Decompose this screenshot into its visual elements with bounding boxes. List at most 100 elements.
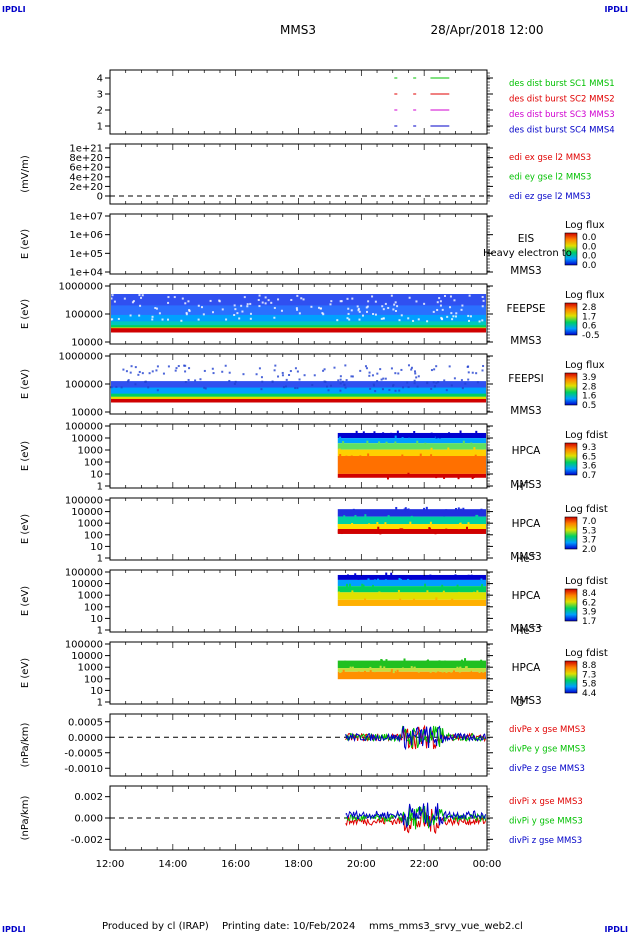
spectrogram-speckle xyxy=(355,430,358,434)
instrument-label: HPCA xyxy=(512,445,542,457)
spectrogram-speckle xyxy=(448,365,451,368)
spectrogram-speckle xyxy=(264,302,267,305)
spectrogram-speckle xyxy=(225,318,228,321)
spectrogram-speckle xyxy=(409,521,412,525)
spectrogram-speckle xyxy=(440,316,443,319)
spectrogram-speckle xyxy=(370,601,373,605)
spectrogram-speckle xyxy=(470,574,473,578)
spectrogram-speckle xyxy=(233,304,236,307)
spectrogram-speckle xyxy=(361,457,364,461)
y-tick-label: 1e+07 xyxy=(69,212,103,223)
spectrogram-speckle xyxy=(443,458,446,462)
spectrogram-speckle xyxy=(358,602,361,606)
spectrogram-speckle xyxy=(385,572,388,576)
spectrogram-speckle xyxy=(394,518,397,522)
spectrogram-speckle xyxy=(423,594,426,598)
spectrogram-speckle xyxy=(378,662,381,666)
spectrogram-speckle xyxy=(407,386,410,389)
spectrogram-speckle xyxy=(396,457,399,461)
spectrogram-speckle xyxy=(399,581,402,585)
spectrogram-speckle xyxy=(347,312,350,315)
spectrogram-speckle xyxy=(345,593,348,597)
colorbar xyxy=(564,442,578,476)
spectrogram-band xyxy=(111,325,486,328)
legend-entry: divPi y gse MMS3 xyxy=(509,817,583,827)
spectrogram-speckle xyxy=(249,317,252,320)
spectrogram-speckle xyxy=(246,305,249,308)
spectrogram-speckle xyxy=(296,294,299,297)
panel-burst-frame xyxy=(109,69,488,135)
divp-trace xyxy=(345,802,487,829)
spectrogram-speckle xyxy=(480,578,483,582)
spectrogram-speckle xyxy=(374,661,377,665)
spectrogram-speckle xyxy=(429,521,432,525)
x-tick-label: 16:00 xyxy=(221,859,250,870)
spectrogram-speckle xyxy=(387,525,390,529)
spectrogram-speckle xyxy=(467,574,470,578)
spectrogram-speckle xyxy=(436,301,439,304)
spectrogram-speckle xyxy=(183,364,186,367)
spectrogram-speckle xyxy=(295,307,298,310)
panel-feepse-frame xyxy=(109,283,488,345)
footer-producer: Produced by cl (IRAP) xyxy=(102,921,209,932)
spectrogram-speckle xyxy=(438,660,441,664)
spectrogram-speckle xyxy=(458,582,461,586)
spectrogram-speckle xyxy=(372,509,375,513)
spectrogram-speckle xyxy=(474,593,477,597)
spectrogram-speckle xyxy=(339,300,342,303)
spectrogram-speckle xyxy=(351,590,354,594)
spectrogram-speckle xyxy=(339,378,342,381)
y-tick-label: -0.002 xyxy=(71,835,103,846)
colorbar-tick-label: -0.5 xyxy=(582,331,600,341)
spectrogram-speckle xyxy=(481,296,484,299)
spectrogram-band xyxy=(337,432,486,439)
spectrogram-speckle xyxy=(407,673,410,677)
y-axis-label: E (eV) xyxy=(20,369,31,399)
header-datetime: 28/Apr/2018 12:00 xyxy=(430,23,543,37)
spectrogram-speckle xyxy=(468,294,471,297)
spectrogram-speckle xyxy=(419,453,422,457)
spectrogram-speckle xyxy=(474,454,477,458)
spectrogram-speckle xyxy=(134,366,137,369)
spectrogram-speckle xyxy=(367,300,370,303)
colorbar xyxy=(564,232,578,266)
spectrogram-speckle xyxy=(273,306,276,309)
y-tick-label: 100000 xyxy=(65,310,103,321)
spectrogram-speckle xyxy=(430,454,433,458)
spectrogram-speckle xyxy=(459,522,462,526)
spectrogram-speckle xyxy=(435,475,438,479)
corner-tag-bottom-left: IPDLI xyxy=(2,925,26,934)
spectrogram-speckle xyxy=(465,517,468,521)
spectrogram-speckle xyxy=(221,308,224,311)
spectrogram-speckle xyxy=(386,600,389,604)
spectrogram-speckle xyxy=(367,453,370,457)
spectrogram-speckle xyxy=(390,670,393,674)
spectrogram-speckle xyxy=(357,673,360,677)
y-axis-label: (nPa/km) xyxy=(20,723,31,768)
spectrogram-speckle xyxy=(356,451,359,455)
spectrogram-speckle xyxy=(366,305,369,308)
spectrogram-speckle xyxy=(399,598,402,602)
spectrogram-speckle xyxy=(413,382,416,385)
corner-tag-bottom-right: IPDLI xyxy=(604,925,628,934)
spectrogram-speckle xyxy=(441,584,444,588)
y-tick-label: 1000000 xyxy=(58,352,103,363)
spectrogram-speckle xyxy=(393,303,396,306)
spectrogram-speckle xyxy=(212,372,215,375)
spectrogram-speckle xyxy=(426,382,429,385)
spectrogram-speckle xyxy=(373,384,376,387)
spectrogram-speckle xyxy=(372,383,375,386)
spectrogram-speckle xyxy=(407,472,410,476)
colorbar-tick-label: 1.7 xyxy=(582,312,596,322)
spectrogram-speckle xyxy=(424,442,427,446)
spectrogram-speckle xyxy=(465,666,468,670)
spectrogram-band xyxy=(337,586,486,593)
y-axis-label: E (eV) xyxy=(20,229,31,259)
spectrogram-speckle xyxy=(416,440,419,444)
spectrogram-speckle xyxy=(399,433,402,437)
spectrogram-speckle xyxy=(221,370,224,373)
spectrogram-speckle xyxy=(464,382,467,385)
legend-entry: des dist burst SC1 MMS1 xyxy=(509,79,615,89)
spectrogram-speckle xyxy=(368,371,371,374)
spectrogram-speckle xyxy=(455,451,458,455)
